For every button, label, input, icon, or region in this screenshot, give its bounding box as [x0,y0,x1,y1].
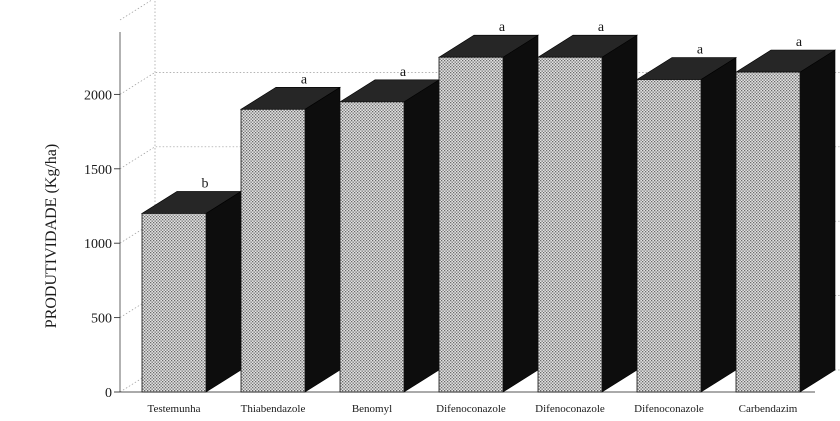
bar-front-5 [537,56,603,393]
bar-front-7 [735,71,801,393]
bar-side-6 [700,56,737,393]
y-tick-label-3: 1500 [84,163,112,178]
bar-1: b [140,176,243,393]
bar-7: a [734,35,837,393]
bar-side-3 [403,79,440,393]
x-tick-label-3: Benomyl [352,403,392,415]
significance-letter-6: a [697,43,704,58]
bar-3: a [338,65,441,393]
x-axis-labels: Testemunha Thiabendazole Benomyl Difenocona… [148,403,798,415]
bar-front-1 [141,213,207,393]
bar-front-4 [438,56,504,393]
x-tick-label-1: Testemunha [148,403,201,415]
bars: b a a a a a a [140,20,837,393]
x-tick-label-4: Difenoconazole [436,403,506,415]
bar-6: a [635,43,738,393]
bar-front-6 [636,79,702,393]
bar-4: a [437,20,540,393]
y-tick-label-2: 1000 [84,237,112,252]
bar-side-5 [601,34,638,393]
bar-front-3 [339,101,405,393]
bar-side-7 [799,49,836,393]
x-tick-label-6: Difenoconazole [634,403,704,415]
y-tick-label-0: 0 [105,386,112,401]
significance-letter-1: b [202,176,209,191]
x-tick-label-2: Thiabendazole [241,403,306,415]
y-tick-label-4: 2000 [84,88,112,103]
bar-side-4 [502,34,539,393]
grid-line-5 [119,0,153,21]
x-tick-label-5: Difenoconazole [535,403,605,415]
y-axis-ticks: 0 500 1000 1500 2000 [84,88,120,401]
significance-letter-4: a [499,20,506,35]
bar-5: a [536,20,639,393]
bar-front-2 [240,108,306,393]
significance-letter-5: a [598,20,605,35]
x-tick-label-7: Carbendazim [739,403,798,415]
y-axis-label: PRODUTIVIDADE (Kg/ha) [43,144,60,328]
bar-side-2 [304,86,341,393]
significance-letter-7: a [796,35,803,50]
bar-side-1 [205,190,242,393]
y-tick-label-1: 500 [91,312,112,327]
significance-letter-3: a [400,65,407,80]
significance-letter-2: a [301,72,308,87]
bar-2: a [239,72,342,393]
